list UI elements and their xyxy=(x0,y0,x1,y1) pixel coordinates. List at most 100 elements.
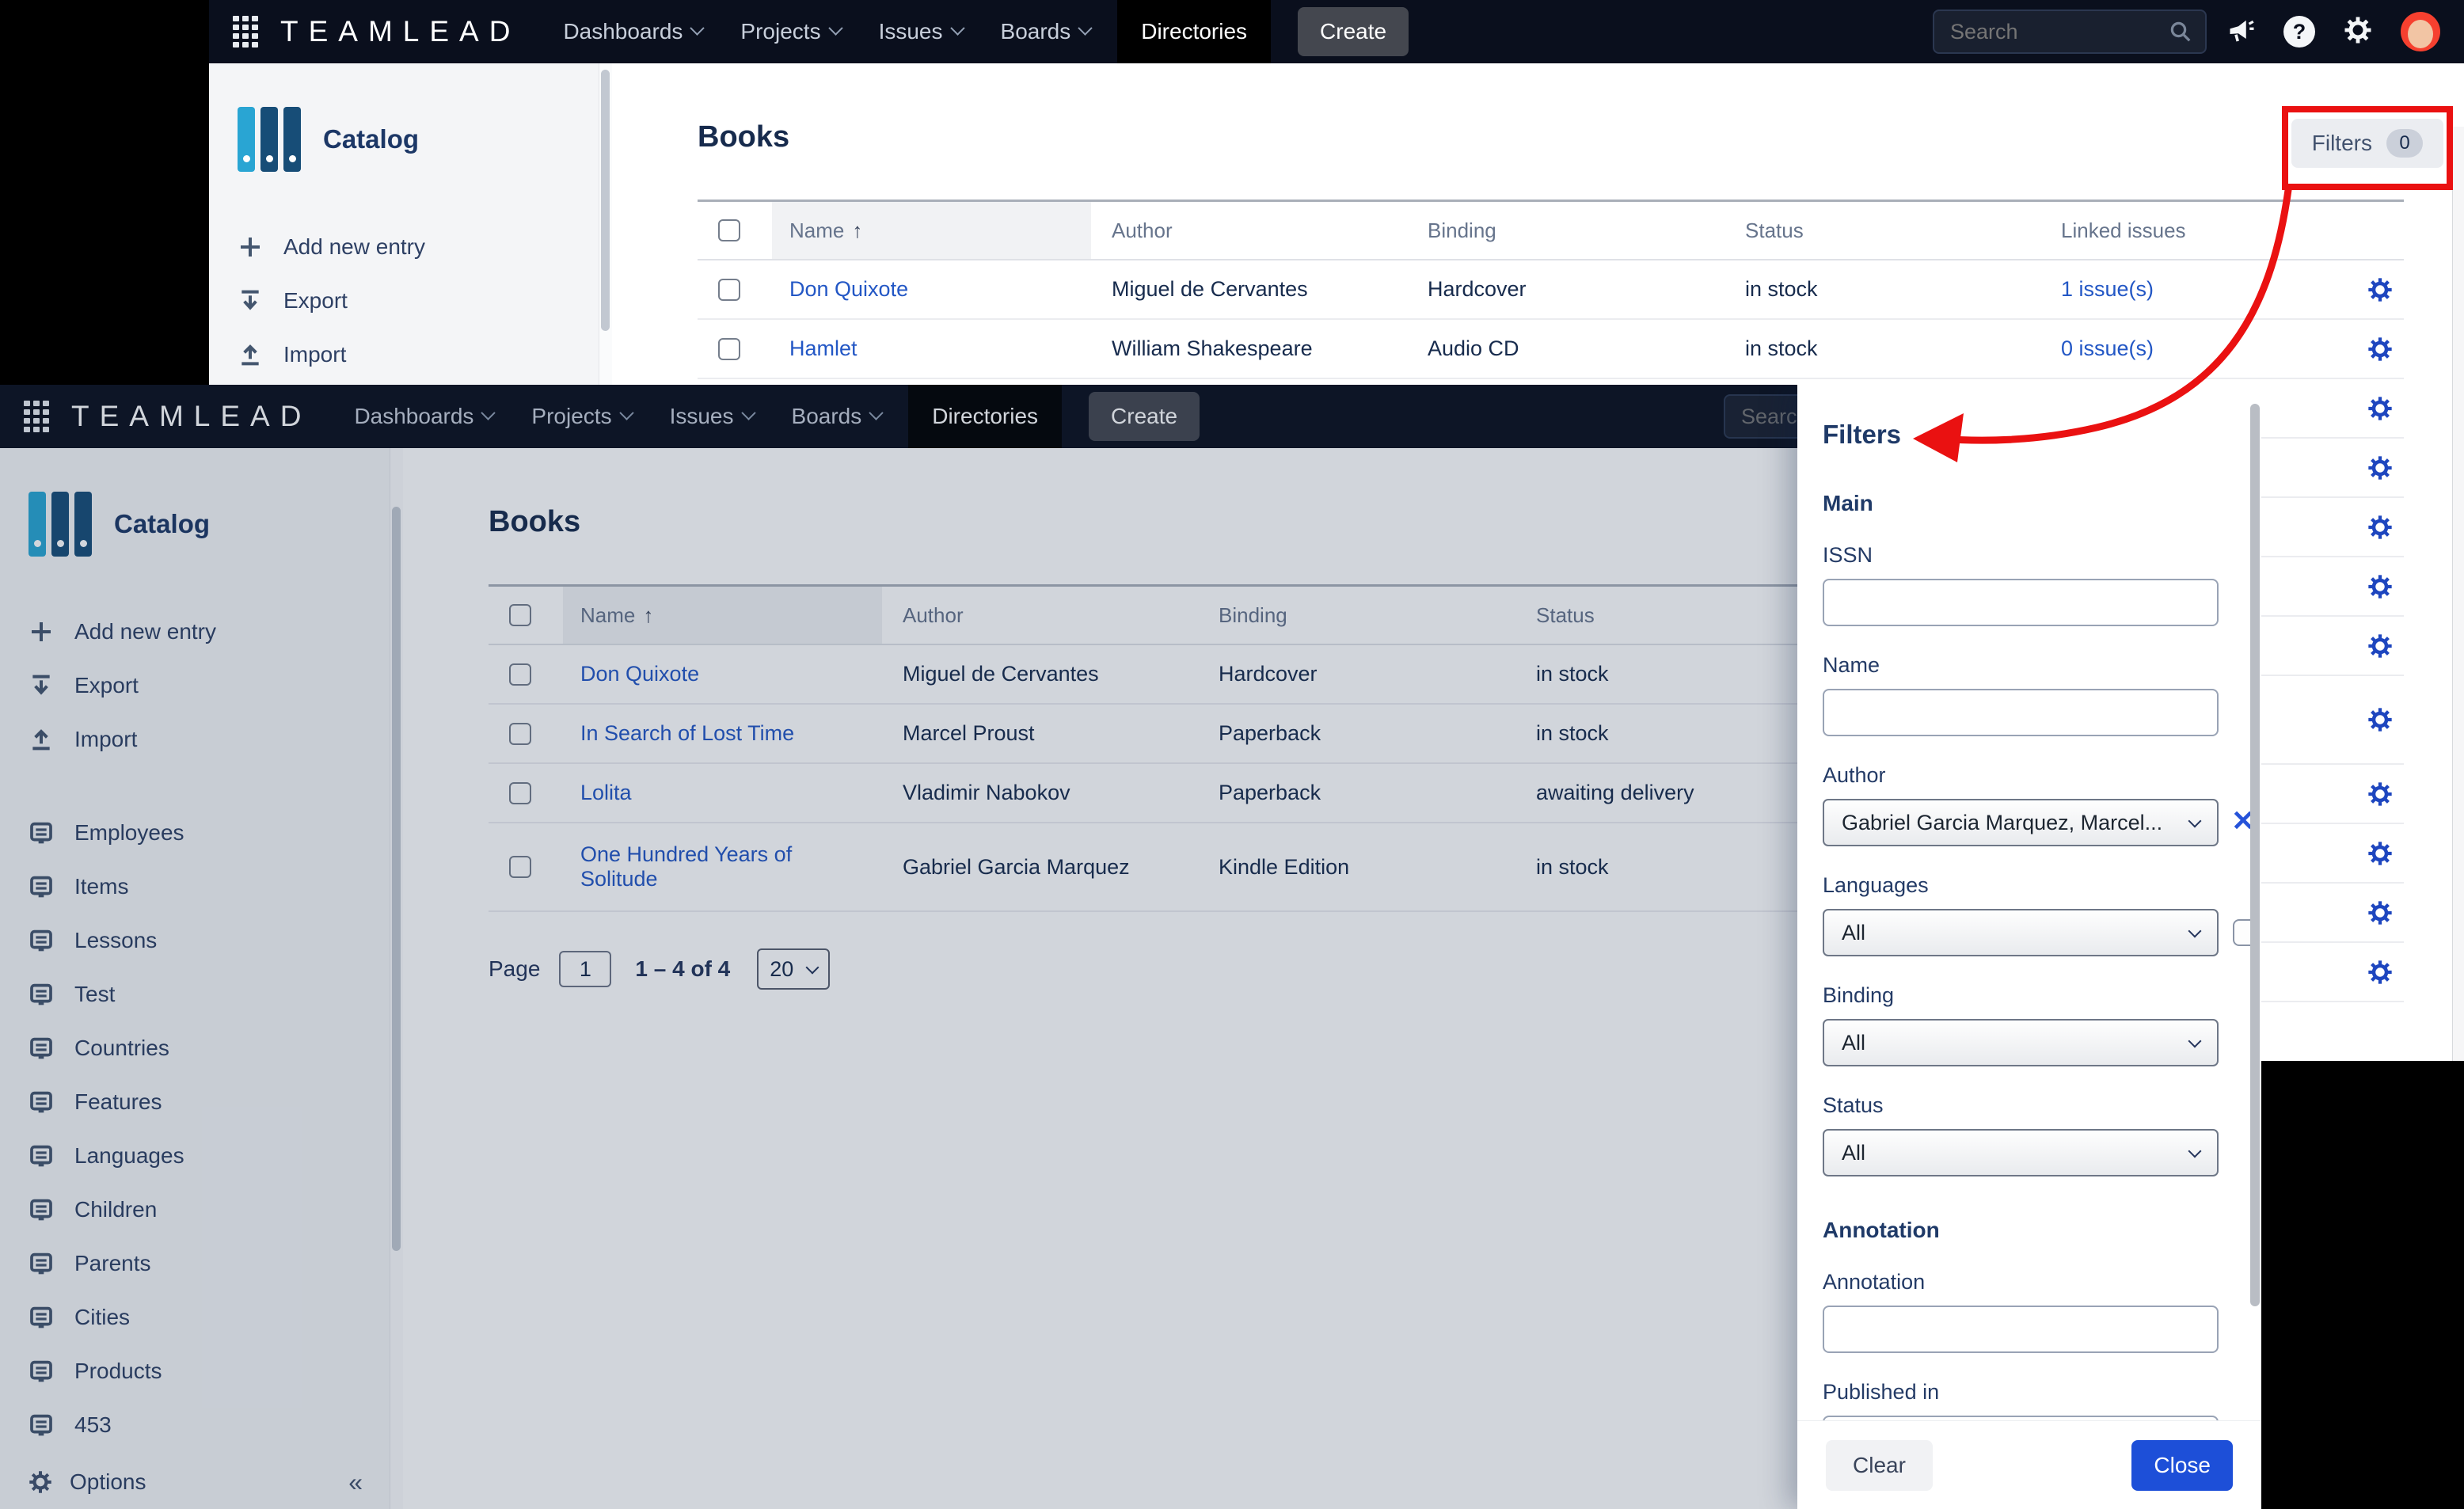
row-checkbox[interactable] xyxy=(509,781,531,804)
nav-item-directories[interactable]: Directories xyxy=(1117,0,1272,63)
announcements-icon[interactable] xyxy=(2226,17,2255,46)
page-title: Books xyxy=(698,120,790,154)
name-input[interactable] xyxy=(1823,689,2219,736)
sidebar-item-cities[interactable]: Cities xyxy=(0,1290,390,1344)
settings-gear-icon[interactable] xyxy=(2344,16,2372,48)
export-button[interactable]: Export xyxy=(209,274,599,328)
column-header-status[interactable]: Status xyxy=(1745,218,1804,242)
page-size-select[interactable]: 20 xyxy=(757,948,831,990)
row-settings-gear-icon[interactable] xyxy=(2367,277,2393,302)
row-settings-gear-icon[interactable] xyxy=(2367,841,2393,866)
sidebar-item-employees[interactable]: Employees xyxy=(0,806,390,860)
row-settings-gear-icon[interactable] xyxy=(2367,515,2393,540)
nav-item-boards[interactable]: Boards xyxy=(990,0,1102,63)
sidebar-item-items[interactable]: Items xyxy=(0,860,390,914)
book-name-link[interactable]: Lolita xyxy=(580,781,632,804)
languages-select[interactable]: All xyxy=(1823,909,2219,956)
collapse-sidebar-icon[interactable]: « xyxy=(348,1467,363,1496)
nav-item-boards[interactable]: Boards xyxy=(781,385,893,448)
book-name-link[interactable]: Hamlet xyxy=(789,336,857,360)
row-settings-gear-icon[interactable] xyxy=(2367,960,2393,985)
nav-item-directories[interactable]: Directories xyxy=(908,385,1063,448)
top-nav: TEAMLEAD Dashboards Projects Issues Boar… xyxy=(209,0,2464,63)
sidebar-item-lessons[interactable]: Lessons xyxy=(0,914,390,967)
user-avatar[interactable] xyxy=(2401,12,2440,51)
row-settings-gear-icon[interactable] xyxy=(2367,633,2393,659)
book-name-link[interactable]: Don Quixote xyxy=(580,662,700,686)
row-settings-gear-icon[interactable] xyxy=(2367,336,2393,362)
nav-item-dashboards[interactable]: Dashboards xyxy=(343,385,504,448)
filters-button[interactable]: Filters 0 xyxy=(2291,119,2443,168)
sidebar-item-languages[interactable]: Languages xyxy=(0,1129,390,1183)
nav-item-issues[interactable]: Issues xyxy=(868,0,974,63)
page-number-input[interactable] xyxy=(559,951,612,987)
column-header-binding[interactable]: Binding xyxy=(1428,218,1496,242)
select-all-checkbox[interactable] xyxy=(509,604,531,626)
options-label[interactable]: Options xyxy=(70,1469,146,1494)
column-header-name[interactable]: Name xyxy=(789,218,845,242)
row-settings-gear-icon[interactable] xyxy=(2367,396,2393,421)
row-checkbox[interactable] xyxy=(718,278,740,301)
clear-button[interactable]: Clear xyxy=(1826,1439,1933,1491)
directories-list: Employees Items Lessons Test Countries F… xyxy=(0,806,390,1506)
filters-panel-scrollbar[interactable] xyxy=(2247,385,2260,1509)
app-switcher-icon[interactable] xyxy=(24,401,49,432)
nav-item-projects[interactable]: Projects xyxy=(520,385,642,448)
book-name-link[interactable]: In Search of Lost Time xyxy=(580,721,795,745)
search-input[interactable] xyxy=(1934,18,2169,45)
author-select[interactable]: Gabriel Garcia Marquez, Marcel... xyxy=(1823,799,2219,846)
import-button[interactable]: Import xyxy=(0,713,390,766)
row-settings-gear-icon[interactable] xyxy=(2367,781,2393,807)
add-new-entry-button[interactable]: Add new entry xyxy=(0,605,390,659)
select-all-checkbox[interactable] xyxy=(718,219,740,241)
column-header-status[interactable]: Status xyxy=(1536,602,1595,627)
export-button[interactable]: Export xyxy=(0,659,390,713)
sidebar-item-453[interactable]: 453 xyxy=(0,1398,390,1452)
help-icon[interactable]: ? xyxy=(2283,16,2315,48)
row-checkbox[interactable] xyxy=(509,856,531,878)
column-header-linked-issues[interactable]: Linked issues xyxy=(2061,218,2186,242)
row-settings-gear-icon[interactable] xyxy=(2367,707,2393,732)
catalog-binders-icon xyxy=(29,492,92,557)
row-settings-gear-icon[interactable] xyxy=(2367,574,2393,599)
sidebar-item-products[interactable]: Products xyxy=(0,1344,390,1398)
column-header-binding[interactable]: Binding xyxy=(1219,602,1287,627)
book-name-link[interactable]: Don Quixote xyxy=(789,277,909,301)
binding-select[interactable]: All xyxy=(1823,1019,2219,1066)
nav-item-issues[interactable]: Issues xyxy=(659,385,765,448)
row-checkbox[interactable] xyxy=(509,663,531,686)
status-select[interactable]: All xyxy=(1823,1129,2219,1176)
sidebar-item-features[interactable]: Features xyxy=(0,1075,390,1129)
annotation-input[interactable] xyxy=(1823,1306,2219,1353)
sidebar-item-children[interactable]: Children xyxy=(0,1183,390,1237)
add-new-entry-button[interactable]: Add new entry xyxy=(209,220,599,274)
column-header-name[interactable]: Name xyxy=(580,602,636,627)
table-row: Don Quixote Miguel de Cervantes Hardcove… xyxy=(489,645,2195,705)
create-button[interactable]: Create xyxy=(1298,7,1409,56)
close-button[interactable]: Close xyxy=(2131,1439,2233,1491)
page-scrollbar[interactable] xyxy=(2452,127,2464,1061)
row-checkbox[interactable] xyxy=(718,337,740,360)
search-box[interactable] xyxy=(1933,10,2207,54)
nav-item-projects[interactable]: Projects xyxy=(729,0,851,63)
row-settings-gear-icon[interactable] xyxy=(2367,455,2393,481)
row-checkbox[interactable] xyxy=(509,722,531,745)
linked-issues-link[interactable]: 0 issue(s) xyxy=(2061,336,2154,360)
linked-issues-link[interactable]: 1 issue(s) xyxy=(2061,277,2154,301)
sidebar-scrollbar[interactable] xyxy=(390,448,403,1509)
field-label-author: Author xyxy=(1823,763,1886,787)
sidebar-item-countries[interactable]: Countries xyxy=(0,1021,390,1075)
sidebar-item-test[interactable]: Test xyxy=(0,967,390,1021)
column-header-author[interactable]: Author xyxy=(1112,218,1173,242)
import-button[interactable]: Import xyxy=(209,328,599,382)
create-button[interactable]: Create xyxy=(1089,392,1200,441)
teamlead-logo[interactable]: TEAMLEAD xyxy=(71,400,312,432)
app-switcher-icon[interactable] xyxy=(233,16,258,48)
row-settings-gear-icon[interactable] xyxy=(2367,900,2393,926)
issn-input[interactable] xyxy=(1823,579,2219,626)
nav-item-dashboards[interactable]: Dashboards xyxy=(552,0,713,63)
sidebar-item-parents[interactable]: Parents xyxy=(0,1237,390,1290)
teamlead-logo[interactable]: TEAMLEAD xyxy=(280,15,521,48)
column-header-author[interactable]: Author xyxy=(903,602,964,627)
book-name-link[interactable]: One Hundred Years of Solitude xyxy=(580,842,793,891)
